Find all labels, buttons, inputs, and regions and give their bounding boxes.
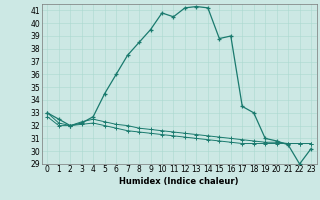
X-axis label: Humidex (Indice chaleur): Humidex (Indice chaleur) [119, 177, 239, 186]
